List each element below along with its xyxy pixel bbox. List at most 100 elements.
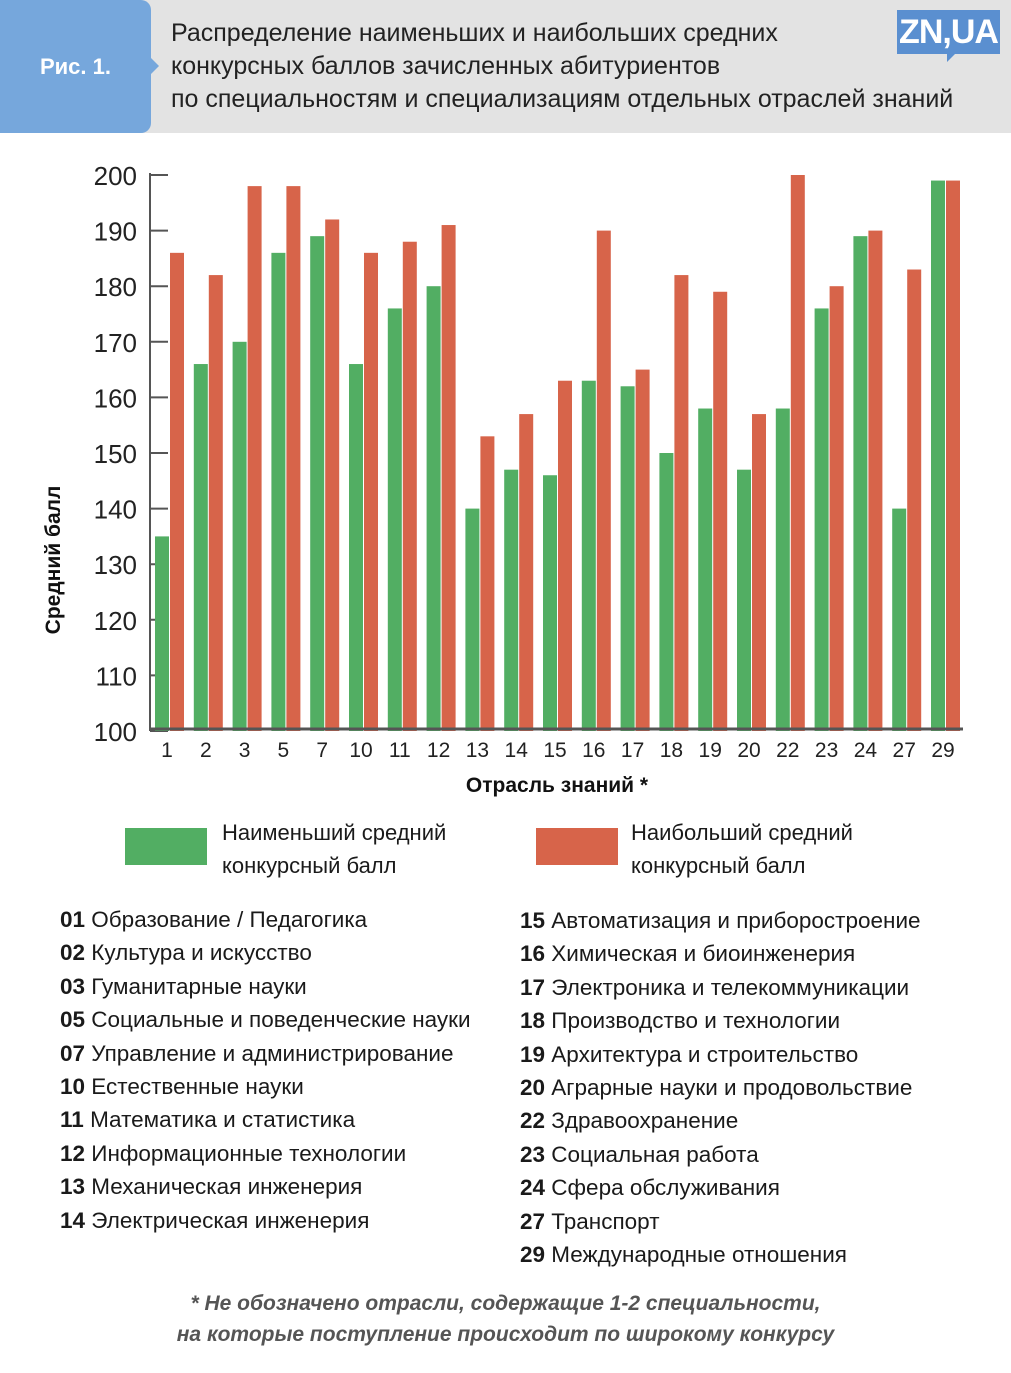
y-tick-label: 200 bbox=[94, 161, 137, 191]
code-label: Социальные и поведенческие науки bbox=[91, 1007, 471, 1033]
code-number: 10 bbox=[60, 1074, 86, 1100]
y-tick-label: 130 bbox=[94, 550, 137, 580]
bar-max-27 bbox=[907, 269, 922, 731]
code-item: 20 Аграрные науки и продовольствие bbox=[520, 1071, 921, 1104]
bar-min-24 bbox=[853, 236, 868, 731]
y-tick-label: 160 bbox=[94, 383, 137, 413]
code-label: Математика и статистика bbox=[90, 1107, 356, 1133]
code-number: 12 bbox=[60, 1140, 86, 1166]
zn-ua-logo: ZN,UA bbox=[897, 10, 1000, 62]
code-number: 07 bbox=[60, 1040, 86, 1066]
code-label: Образование / Педагогика bbox=[91, 907, 368, 932]
code-number: 11 bbox=[60, 1107, 84, 1133]
x-tick-label: 20 bbox=[737, 739, 760, 762]
header bbox=[0, 0, 1011, 133]
code-label: Социальная работа bbox=[551, 1141, 759, 1167]
title-line: конкурсных баллов зачисленных абитуриент… bbox=[171, 52, 721, 80]
code-number: 19 bbox=[520, 1041, 546, 1067]
y-tick-label: 120 bbox=[94, 606, 137, 636]
code-label: Культура и искусство bbox=[91, 940, 312, 966]
chart-title: Распределение наименьших и наибольших ср… bbox=[171, 17, 953, 116]
bar-max-14 bbox=[519, 414, 534, 731]
y-tick-label: 110 bbox=[96, 661, 137, 691]
bar-min-19 bbox=[698, 408, 713, 731]
code-item: 23 Социальная работа bbox=[520, 1138, 921, 1171]
code-label: Электроника и телекоммуникации bbox=[551, 974, 910, 1000]
code-number: 01 bbox=[60, 907, 86, 932]
bar-min-18 bbox=[659, 453, 674, 731]
code-label: Транспорт bbox=[551, 1208, 660, 1234]
x-tick-label: 16 bbox=[582, 739, 605, 762]
y-axis-title: Средний балл bbox=[42, 486, 65, 635]
bar-max-22 bbox=[790, 175, 805, 731]
x-tick-label: 22 bbox=[776, 739, 799, 762]
code-label: Здравоохранение bbox=[551, 1108, 739, 1134]
bar-min-27 bbox=[892, 508, 907, 731]
code-item: 12 Информационные технологии bbox=[60, 1137, 471, 1170]
y-tick-label: 170 bbox=[94, 328, 137, 358]
code-label: Аграрные науки и продовольствие bbox=[551, 1075, 913, 1101]
code-number: 23 bbox=[520, 1141, 546, 1167]
title-line: Распределение наименьших и наибольших ср… bbox=[171, 19, 778, 47]
bar-min-14 bbox=[504, 469, 519, 731]
code-label: Электрическая инженерия bbox=[91, 1207, 370, 1233]
bar-min-22 bbox=[775, 408, 790, 731]
bar-min-3 bbox=[232, 341, 247, 731]
code-label: Международные отношения bbox=[551, 1242, 847, 1268]
bar-max-7 bbox=[325, 219, 340, 731]
code-number: 13 bbox=[60, 1174, 86, 1200]
bar-max-18 bbox=[674, 275, 689, 731]
code-item: 22 Здравоохранение bbox=[520, 1104, 921, 1137]
bar-min-13 bbox=[465, 508, 480, 731]
code-label: Управление и администрирование bbox=[91, 1040, 454, 1066]
bar-min-5 bbox=[271, 252, 286, 731]
code-item: 19 Архитектура и строительство bbox=[520, 1038, 921, 1071]
x-tick-label: 24 bbox=[854, 739, 878, 762]
legend-line: конкурсный балл bbox=[631, 853, 806, 878]
note-line: * Не обозначено отрасли, содержащие 1-2 … bbox=[190, 1292, 821, 1315]
bar-min-16 bbox=[581, 380, 596, 731]
code-number: 03 bbox=[60, 973, 86, 999]
x-tick-label: 5 bbox=[278, 739, 290, 762]
bar-max-29 bbox=[946, 180, 960, 731]
bar-max-2 bbox=[208, 275, 223, 731]
code-item: 15 Автоматизация и приборостроение bbox=[520, 904, 921, 937]
bar-max-16 bbox=[596, 230, 611, 731]
x-tick-label: 18 bbox=[660, 739, 683, 762]
x-tick-label: 13 bbox=[466, 739, 489, 762]
bar-max-15 bbox=[558, 380, 572, 731]
code-number: 16 bbox=[520, 941, 546, 967]
code-item: 14 Электрическая инженерия bbox=[60, 1204, 471, 1237]
code-item: 18 Производство и технологии bbox=[520, 1004, 921, 1037]
bar-max-11 bbox=[402, 241, 417, 731]
codes-list-left: 01 Образование / Педагогика 02 Культура и… bbox=[60, 903, 471, 1237]
x-tick-label: 15 bbox=[543, 739, 566, 762]
figure-label: Рис. 1. bbox=[0, 0, 159, 133]
code-number: 20 bbox=[520, 1075, 546, 1101]
x-tick-label: 17 bbox=[621, 739, 644, 762]
bar-max-17 bbox=[635, 369, 650, 731]
code-number: 02 bbox=[60, 940, 86, 966]
x-tick-label: 29 bbox=[931, 739, 954, 762]
x-tick-label: 10 bbox=[349, 739, 372, 762]
bar-min-23 bbox=[814, 308, 829, 731]
code-number: 17 bbox=[520, 974, 546, 1000]
bar-min-20 bbox=[737, 469, 751, 731]
bar-min-12 bbox=[426, 286, 441, 731]
code-number: 22 bbox=[520, 1108, 546, 1134]
bar-max-23 bbox=[829, 286, 844, 731]
bar-max-10 bbox=[364, 252, 378, 731]
bar-min-17 bbox=[620, 386, 635, 731]
bar-max-5 bbox=[286, 186, 301, 731]
bar-max-19 bbox=[713, 291, 728, 731]
code-item: 13 Механическая инженерия bbox=[60, 1170, 471, 1203]
code-item: 01 Образование / Педагогика bbox=[60, 903, 471, 936]
x-tick-label: 27 bbox=[893, 739, 916, 762]
code-item: 29 Международные отношения bbox=[520, 1238, 921, 1271]
code-item: 02 Культура и искусство bbox=[60, 936, 471, 969]
legend-swatch-min bbox=[125, 828, 207, 865]
bar-max-24 bbox=[868, 230, 883, 731]
code-label: Информационные технологии bbox=[91, 1140, 407, 1166]
code-label: Автоматизация и приборостроение bbox=[551, 908, 921, 933]
bar-min-11 bbox=[387, 308, 402, 731]
